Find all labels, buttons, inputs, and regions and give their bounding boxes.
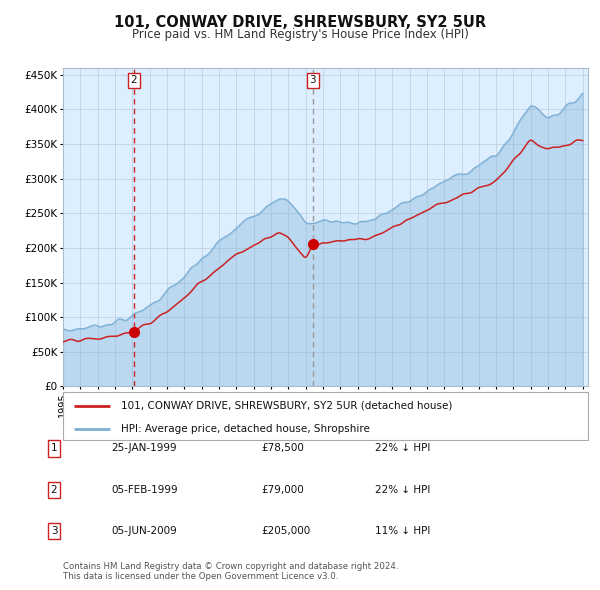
Text: £78,500: £78,500 xyxy=(261,444,304,453)
Text: 22% ↓ HPI: 22% ↓ HPI xyxy=(375,485,430,494)
Text: 101, CONWAY DRIVE, SHREWSBURY, SY2 5UR: 101, CONWAY DRIVE, SHREWSBURY, SY2 5UR xyxy=(114,15,486,30)
Text: £79,000: £79,000 xyxy=(261,485,304,494)
Text: 05-JUN-2009: 05-JUN-2009 xyxy=(111,526,177,536)
Text: 3: 3 xyxy=(50,526,58,536)
Text: 22% ↓ HPI: 22% ↓ HPI xyxy=(375,444,430,453)
Text: 101, CONWAY DRIVE, SHREWSBURY, SY2 5UR (detached house): 101, CONWAY DRIVE, SHREWSBURY, SY2 5UR (… xyxy=(121,401,452,411)
Text: 25-JAN-1999: 25-JAN-1999 xyxy=(111,444,176,453)
Text: 05-FEB-1999: 05-FEB-1999 xyxy=(111,485,178,494)
Text: 11% ↓ HPI: 11% ↓ HPI xyxy=(375,526,430,536)
Text: Contains HM Land Registry data © Crown copyright and database right 2024.
This d: Contains HM Land Registry data © Crown c… xyxy=(63,562,398,581)
Text: 3: 3 xyxy=(310,76,316,86)
Text: 2: 2 xyxy=(50,485,58,494)
Text: Price paid vs. HM Land Registry's House Price Index (HPI): Price paid vs. HM Land Registry's House … xyxy=(131,28,469,41)
Text: 2: 2 xyxy=(131,76,137,86)
Text: HPI: Average price, detached house, Shropshire: HPI: Average price, detached house, Shro… xyxy=(121,424,370,434)
Text: 1: 1 xyxy=(50,444,58,453)
FancyBboxPatch shape xyxy=(63,392,588,440)
Text: £205,000: £205,000 xyxy=(261,526,310,536)
